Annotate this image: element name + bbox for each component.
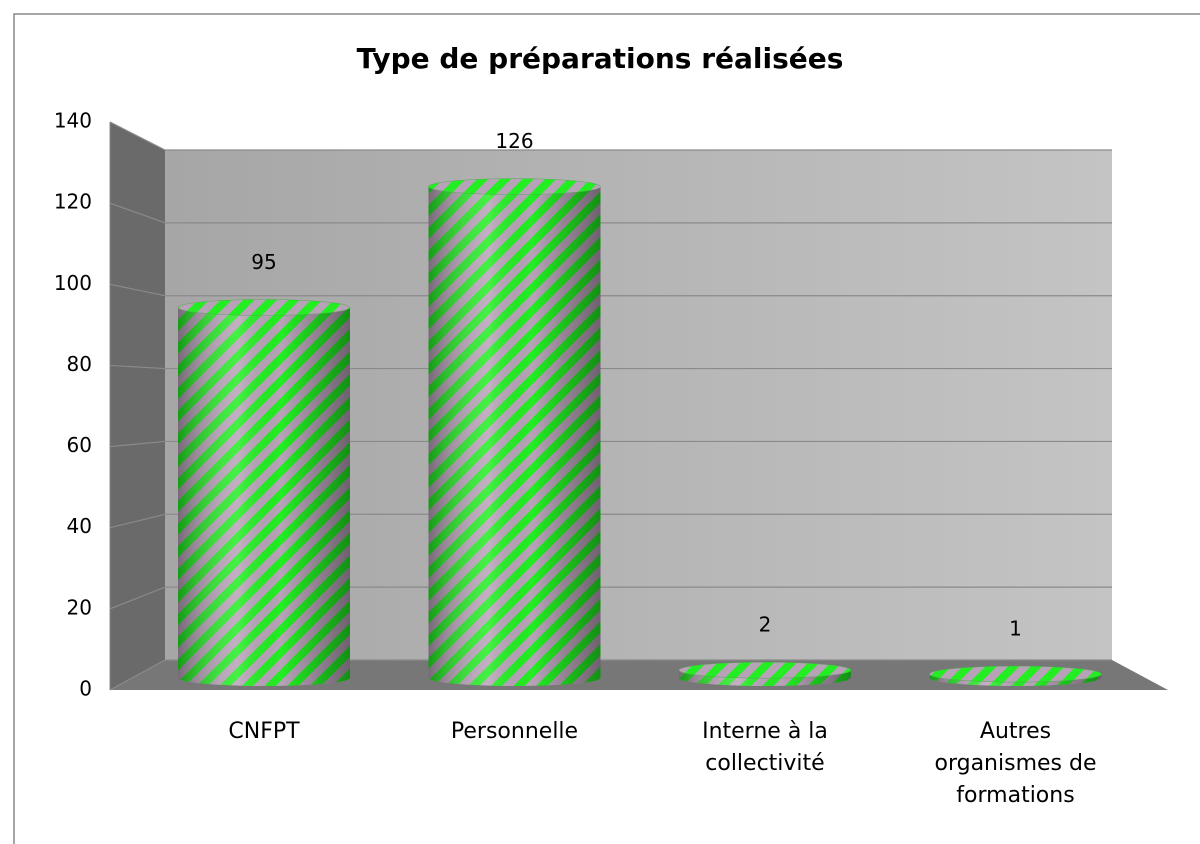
cylinder-top xyxy=(929,665,1102,683)
cylinder-shade xyxy=(428,186,601,686)
value-label: 95 xyxy=(251,250,276,274)
grid-line-side xyxy=(109,440,166,448)
cylinder-shade xyxy=(679,670,851,686)
y-tick-label: 80 xyxy=(67,352,92,376)
back-wall xyxy=(165,150,1112,660)
cylinder-top xyxy=(428,178,601,195)
x-tick-label: CNFPT xyxy=(228,719,300,744)
y-tick-label: 0 xyxy=(79,677,92,701)
value-label: 1 xyxy=(1009,617,1022,641)
side-wall xyxy=(110,122,165,690)
cylinder-top xyxy=(177,299,351,316)
grid-line-side xyxy=(109,364,166,370)
y-tick-label: 40 xyxy=(67,514,92,538)
value-label: 126 xyxy=(495,129,533,153)
x-tick-label: Autres organismes de formations xyxy=(934,719,1097,808)
grid-line-side xyxy=(109,121,166,151)
y-tick-label: 100 xyxy=(54,271,92,295)
y-tick-label: 140 xyxy=(54,109,92,133)
grid-line-side xyxy=(109,659,166,691)
x-tick-label: Interne à la collectivité xyxy=(702,719,828,776)
frame xyxy=(13,13,1200,844)
chart-title: Type de préparations réalisées xyxy=(357,42,844,75)
y-tick-label: 20 xyxy=(67,595,92,619)
cylinder-shade xyxy=(178,307,350,686)
grid-line-side xyxy=(109,283,166,297)
y-tick-label: 60 xyxy=(67,433,92,457)
x-tick-label: Personnelle xyxy=(450,719,579,744)
floor xyxy=(110,660,1168,690)
y-tick-label: 120 xyxy=(54,190,92,214)
cylinder-top xyxy=(678,661,852,679)
grid-line-side xyxy=(109,202,166,224)
cylinder-shade xyxy=(929,674,1102,686)
grid-line-side xyxy=(109,513,166,529)
grid-line-side xyxy=(109,586,166,610)
value-label: 2 xyxy=(759,613,772,637)
